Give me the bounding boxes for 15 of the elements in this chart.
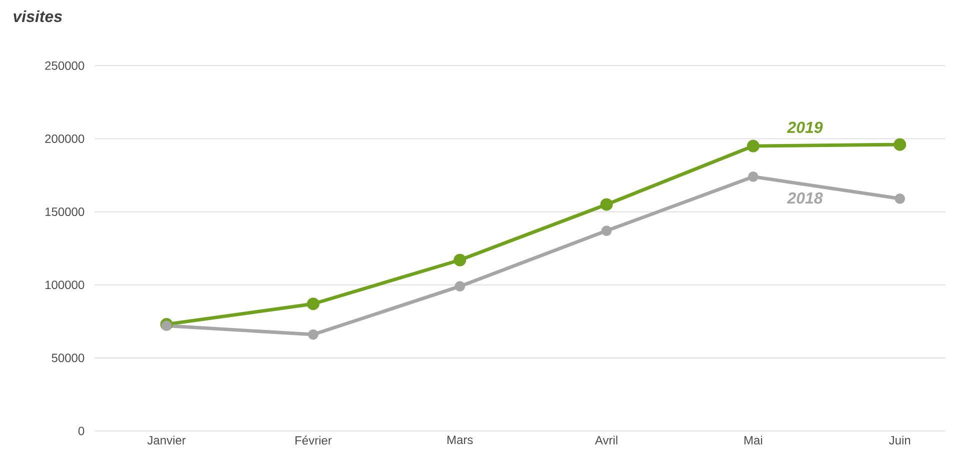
- series-label: 2018: [786, 192, 823, 204]
- x-tick-label: Mars: [448, 436, 473, 444]
- y-tick-label: 150000: [46, 208, 84, 216]
- series-label: 2019: [786, 122, 823, 134]
- y-axis-title: visites: [14, 10, 62, 22]
- y-tick-label: 0: [78, 426, 84, 436]
- y-tick-label: 250000: [45, 61, 84, 70]
- x-tick-label: Avril: [594, 436, 618, 444]
- x-tick-label: Février: [296, 436, 332, 445]
- x-tick-label: Janvier: [147, 436, 186, 445]
- x-tick-label: Juin: [889, 436, 910, 445]
- y-tick-label: 50000: [52, 354, 84, 362]
- x-tick-label: Mai: [744, 436, 762, 445]
- y-tick-label: 200000: [45, 134, 84, 143]
- y-tick-label: 100000: [46, 280, 84, 290]
